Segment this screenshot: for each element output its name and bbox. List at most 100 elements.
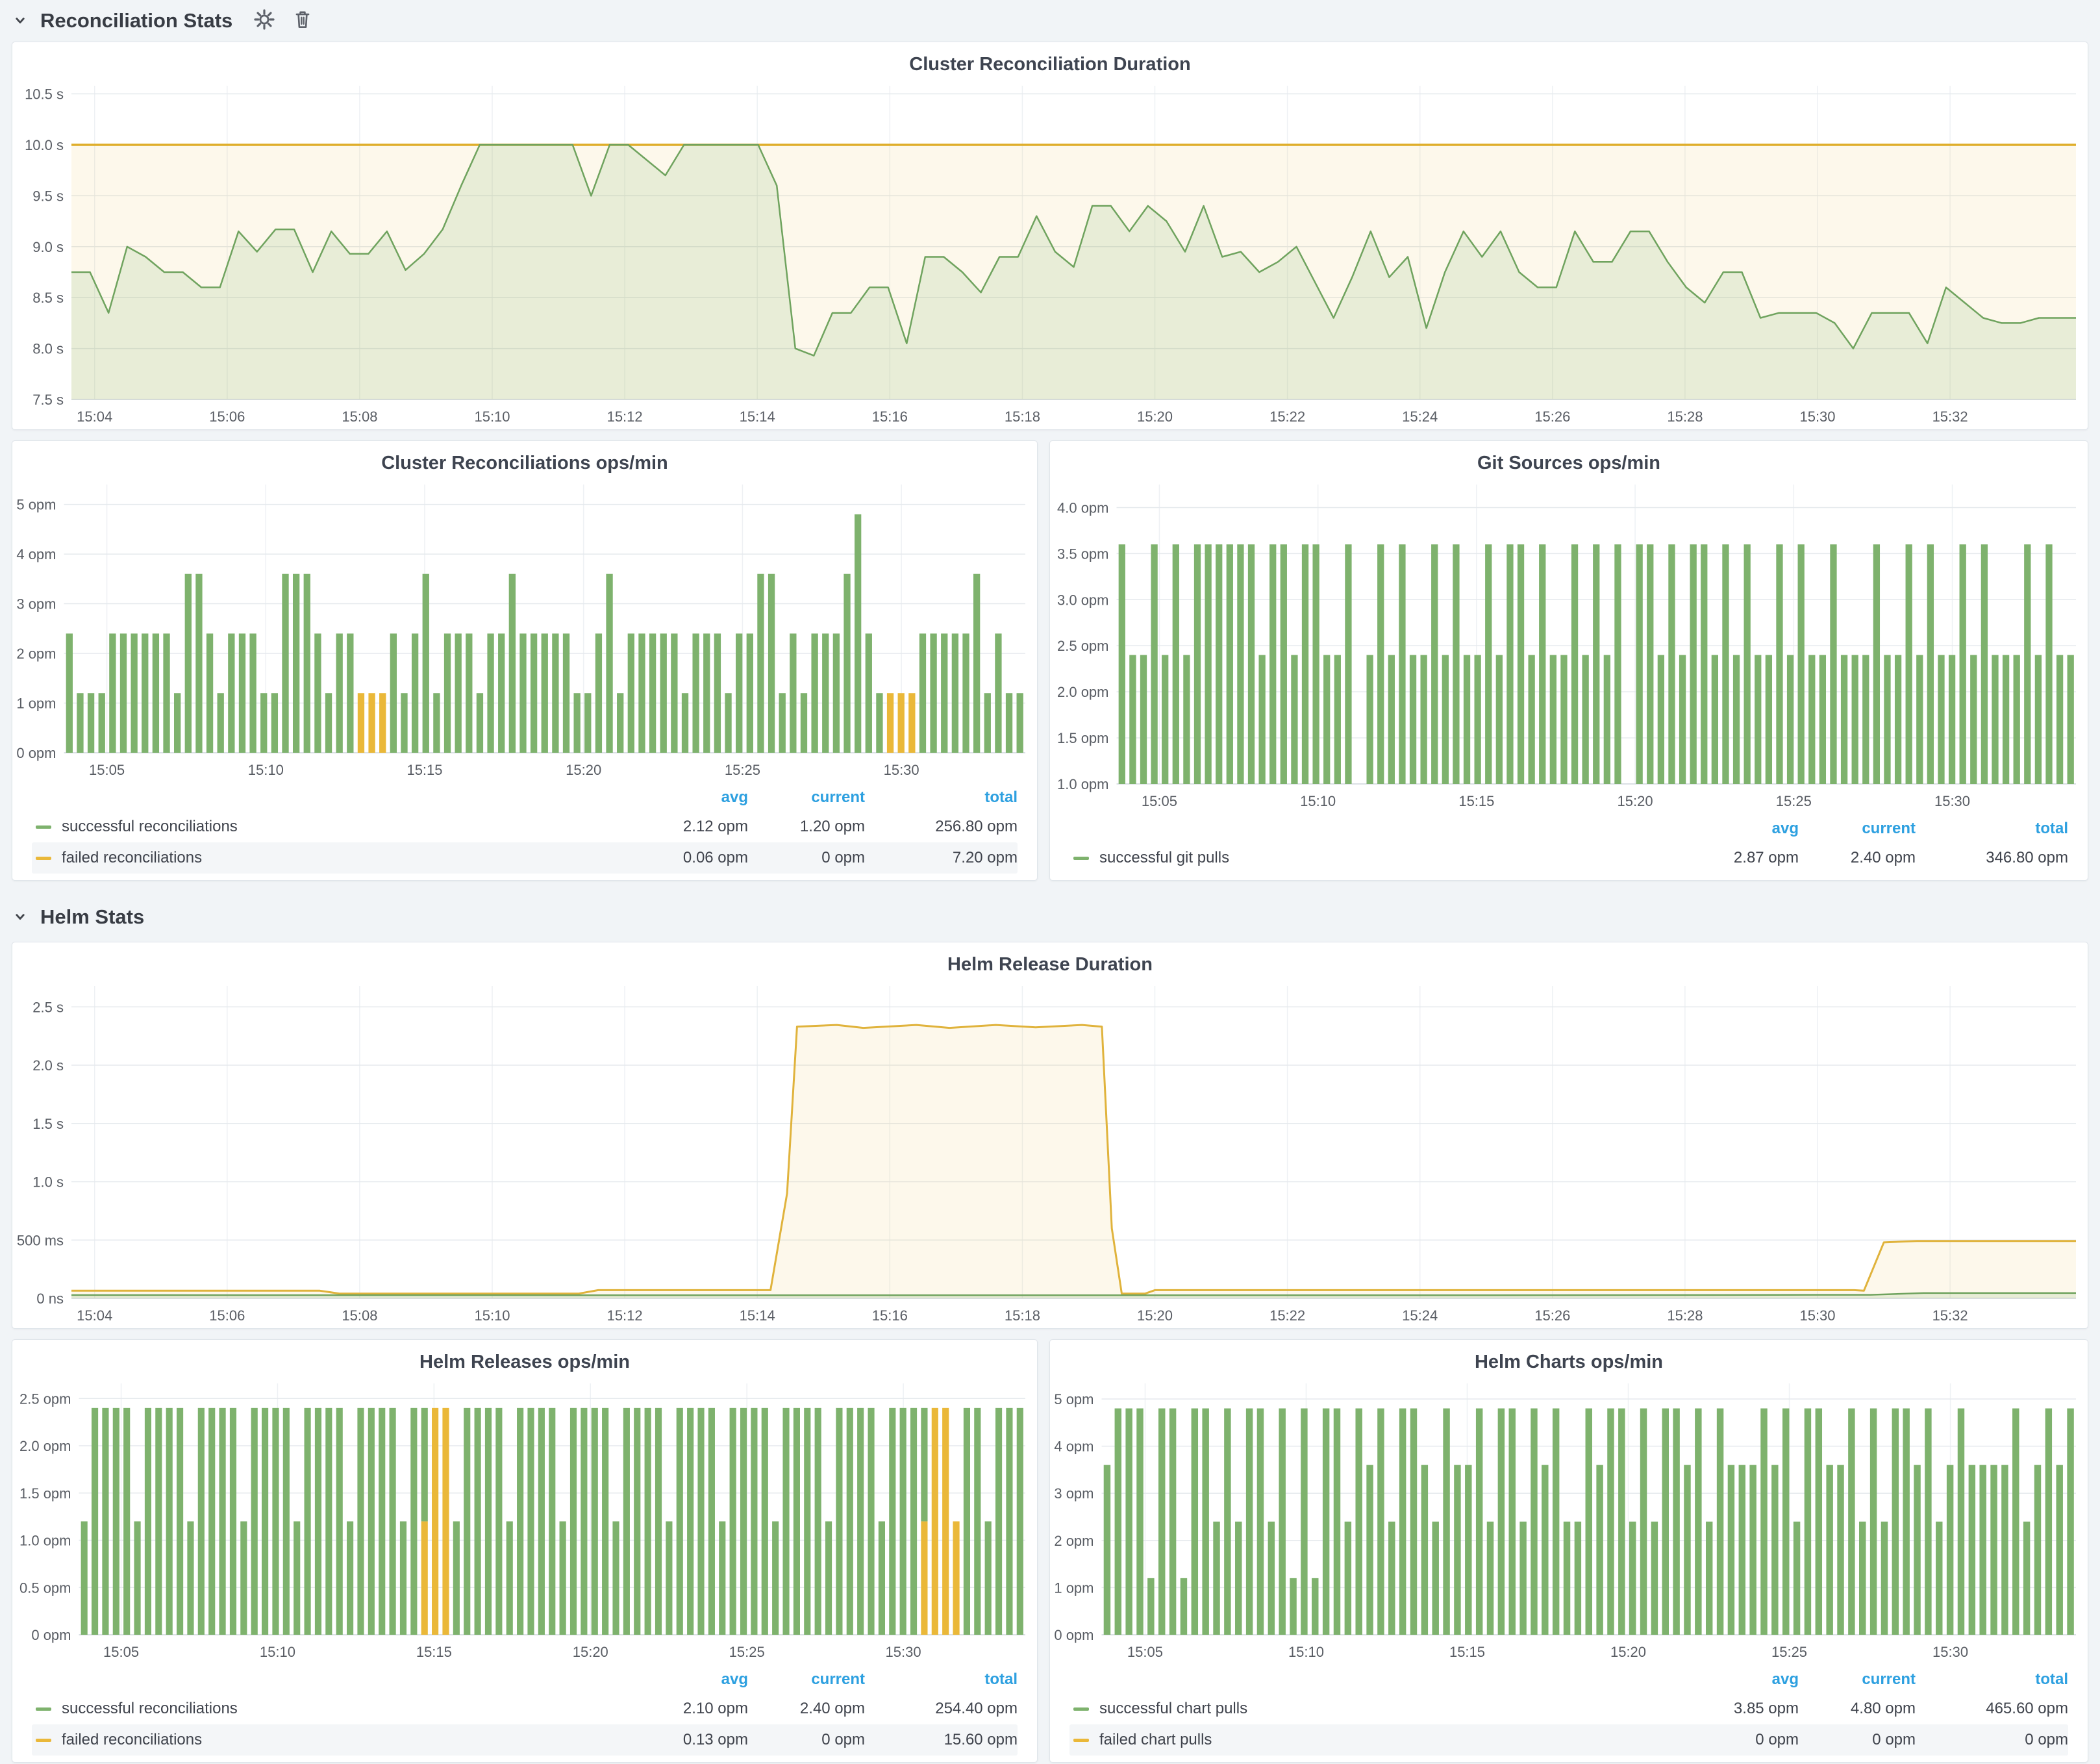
- svg-text:15:05: 15:05: [89, 762, 125, 778]
- svg-text:2.0 opm: 2.0 opm: [19, 1438, 71, 1454]
- svg-text:15:10: 15:10: [1300, 793, 1336, 809]
- svg-text:15:24: 15:24: [1402, 1307, 1438, 1324]
- series-label[interactable]: successful git pulls: [1069, 849, 1682, 867]
- legend-row: successful reconciliations 2.10 opm 2.40 o…: [32, 1693, 1018, 1724]
- series-color-dash: [36, 825, 51, 829]
- svg-text:1 opm: 1 opm: [16, 696, 56, 712]
- svg-text:1.5 s: 1.5 s: [32, 1116, 64, 1132]
- panel-title[interactable]: Helm Releases ops/min: [419, 1352, 630, 1372]
- svg-text:15:25: 15:25: [729, 1644, 765, 1660]
- svg-text:1.0 s: 1.0 s: [32, 1174, 64, 1191]
- series-label[interactable]: successful reconciliations: [32, 1700, 631, 1718]
- series-avg: 2.10 opm: [682, 1700, 748, 1717]
- series-avg: 0 opm: [1755, 1731, 1799, 1748]
- svg-text:15:10: 15:10: [248, 762, 284, 778]
- panel-title[interactable]: Helm Charts ops/min: [1474, 1352, 1664, 1372]
- legend-col-total[interactable]: total: [984, 1670, 1018, 1688]
- section-header-reconciliation-stats[interactable]: Reconciliation Stats: [12, 5, 313, 36]
- panel-title[interactable]: Cluster Reconciliations ops/min: [381, 453, 668, 473]
- svg-text:15:08: 15:08: [342, 1307, 377, 1324]
- series-color-dash: [36, 1707, 51, 1711]
- series-label[interactable]: failed reconciliations: [32, 1731, 631, 1749]
- svg-text:15:10: 15:10: [260, 1644, 295, 1660]
- legend-row: successful reconciliations 2.12 opm 1.20 o…: [32, 811, 1018, 842]
- svg-text:0.5 opm: 0.5 opm: [19, 1580, 71, 1596]
- svg-text:15:32: 15:32: [1932, 409, 1968, 425]
- svg-text:9.5 s: 9.5 s: [32, 188, 64, 204]
- svg-text:15:12: 15:12: [607, 1307, 643, 1324]
- legend-header-row: avg current total: [32, 784, 1018, 811]
- series-current: 1.20 opm: [799, 818, 865, 835]
- svg-text:15:15: 15:15: [416, 1644, 452, 1660]
- panel-git-sources-opm: Git Sources ops/min 15:05 15:10 15:15 15:20…: [1049, 440, 2088, 881]
- svg-text:15:12: 15:12: [607, 409, 643, 425]
- svg-text:15:25: 15:25: [1771, 1644, 1807, 1660]
- panel-title[interactable]: Git Sources ops/min: [1477, 453, 1660, 473]
- series-total: 256.80 opm: [935, 818, 1018, 835]
- section-header-helm-stats[interactable]: Helm Stats: [12, 901, 144, 933]
- svg-text:2.0 opm: 2.0 opm: [1057, 684, 1109, 700]
- trash-icon[interactable]: [292, 8, 313, 34]
- panel-title[interactable]: Helm Release Duration: [947, 954, 1153, 975]
- series-total: 254.40 opm: [935, 1700, 1018, 1717]
- svg-text:4 opm: 4 opm: [16, 546, 56, 562]
- svg-text:15:26: 15:26: [1534, 1307, 1570, 1324]
- svg-text:15:10: 15:10: [1288, 1644, 1324, 1660]
- series-label[interactable]: successful chart pulls: [1069, 1700, 1682, 1718]
- svg-text:3 opm: 3 opm: [1054, 1485, 1094, 1502]
- legend-col-total[interactable]: total: [2035, 820, 2068, 837]
- gear-icon[interactable]: [253, 8, 275, 34]
- legend-col-total[interactable]: total: [2035, 1670, 2068, 1688]
- git-sources-opm-chart: 15:05 15:10 15:15 15:20 15:25 15:30 1.0 opm 1.5…: [1050, 477, 2088, 814]
- svg-text:15:10: 15:10: [474, 1307, 510, 1324]
- svg-text:8.0 s: 8.0 s: [32, 341, 64, 357]
- legend-col-avg[interactable]: avg: [1771, 1670, 1799, 1688]
- svg-text:0 opm: 0 opm: [16, 745, 56, 761]
- svg-text:1.0 opm: 1.0 opm: [1057, 776, 1109, 792]
- svg-text:15:26: 15:26: [1534, 409, 1570, 425]
- svg-text:3.0 opm: 3.0 opm: [1057, 592, 1109, 608]
- chevron-down-icon: [12, 12, 29, 29]
- svg-text:15:05: 15:05: [1142, 793, 1177, 809]
- legend-col-current[interactable]: current: [1862, 820, 1916, 837]
- svg-text:15:22: 15:22: [1269, 1307, 1305, 1324]
- panel-helm-releases-opm: Helm Releases ops/min 15:05 15:10 15:15 15:…: [12, 1339, 1038, 1763]
- svg-text:4.0 opm: 4.0 opm: [1057, 499, 1109, 516]
- svg-text:4 opm: 4 opm: [1054, 1439, 1094, 1455]
- series-avg: 2.12 opm: [682, 818, 748, 835]
- svg-text:1.5 opm: 1.5 opm: [19, 1485, 71, 1502]
- series-label[interactable]: failed chart pulls: [1069, 1731, 1682, 1749]
- svg-text:15:30: 15:30: [1799, 409, 1835, 425]
- legend-col-current[interactable]: current: [1862, 1670, 1916, 1688]
- series-avg: 0.06 opm: [682, 849, 748, 866]
- series-total: 346.80 opm: [1986, 849, 2068, 866]
- series-total: 7.20 opm: [952, 849, 1018, 866]
- svg-text:0 opm: 0 opm: [1054, 1627, 1094, 1643]
- svg-text:15:32: 15:32: [1932, 1307, 1968, 1324]
- panel-cluster-reconciliations-opm: Cluster Reconciliations ops/min 15:05 15:…: [12, 440, 1038, 881]
- svg-text:15:28: 15:28: [1667, 409, 1703, 425]
- svg-text:1.5 opm: 1.5 opm: [1057, 730, 1109, 746]
- legend-col-total[interactable]: total: [984, 788, 1018, 806]
- panel-title[interactable]: Cluster Reconciliation Duration: [909, 54, 1191, 75]
- legend-col-current[interactable]: current: [811, 1670, 865, 1688]
- legend-col-current[interactable]: current: [811, 788, 865, 806]
- svg-text:7.5 s: 7.5 s: [32, 392, 64, 408]
- series-avg: 3.85 opm: [1733, 1700, 1799, 1717]
- svg-text:15:10: 15:10: [474, 409, 510, 425]
- legend-col-avg[interactable]: avg: [1771, 820, 1799, 837]
- svg-text:15:30: 15:30: [1934, 793, 1970, 809]
- series-current: 0 opm: [821, 849, 865, 866]
- svg-text:10.0 s: 10.0 s: [25, 137, 64, 153]
- panel-helm-release-duration: Helm Release Duration 15:04 15:06 15:08 15:…: [12, 942, 2088, 1329]
- legend-col-avg[interactable]: avg: [721, 1670, 748, 1688]
- legend-git-sources: avg current total successful git pulls 2.87 …: [1050, 814, 2088, 880]
- series-label[interactable]: successful reconciliations: [32, 818, 631, 836]
- legend-col-avg[interactable]: avg: [721, 788, 748, 806]
- svg-text:2 opm: 2 opm: [1054, 1533, 1094, 1549]
- svg-text:0 opm: 0 opm: [31, 1627, 71, 1643]
- svg-text:15:20: 15:20: [1137, 409, 1173, 425]
- svg-text:0 ns: 0 ns: [36, 1291, 64, 1307]
- svg-text:15:20: 15:20: [566, 762, 601, 778]
- series-label[interactable]: failed reconciliations: [32, 849, 631, 867]
